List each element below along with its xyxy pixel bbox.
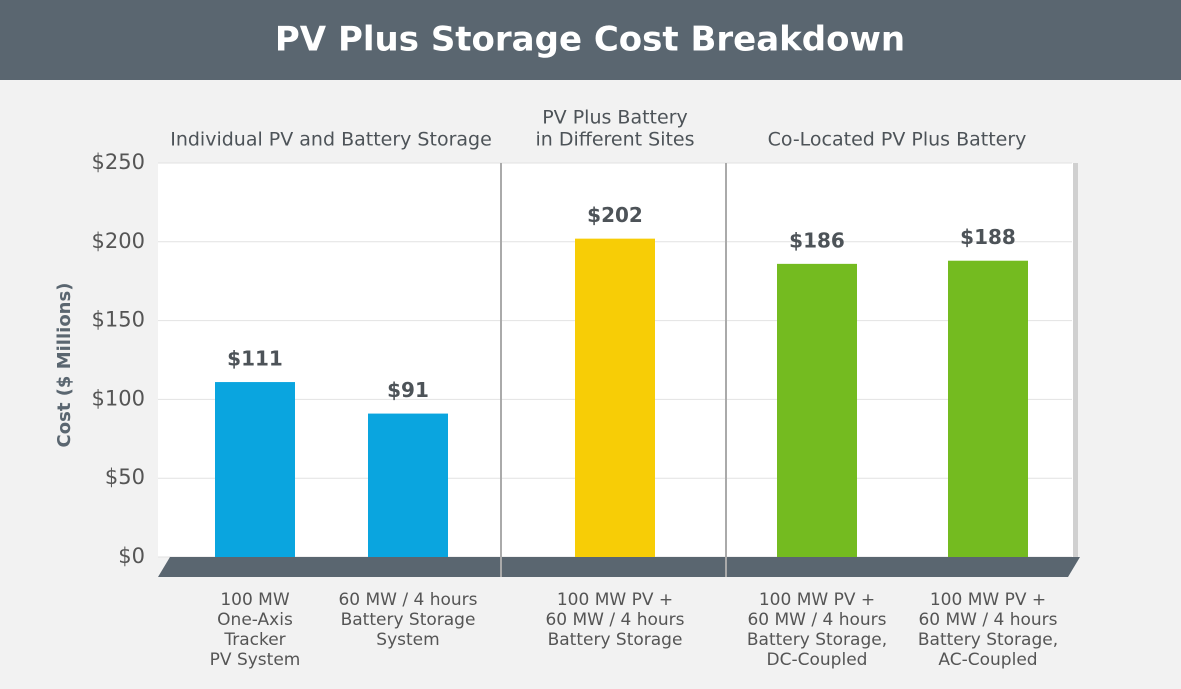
chart-title: PV Plus Storage Cost Breakdown <box>275 20 905 60</box>
value-label: $188 <box>960 225 1016 249</box>
x-tick-label: Battery Storage <box>341 610 476 630</box>
bar <box>948 260 1028 557</box>
y-tick-label: $50 <box>105 465 145 489</box>
bar <box>215 382 295 557</box>
x-tick-label: Battery Storage <box>548 630 683 650</box>
group-label: in Different Sites <box>535 129 694 151</box>
x-tick-label: 60 MW / 4 hours <box>747 610 886 630</box>
x-tick-label: Tracker <box>223 630 285 650</box>
x-tick-label: AC-Coupled <box>938 650 1037 670</box>
x-tick-label: Battery Storage, <box>918 630 1058 650</box>
group-label: Individual PV and Battery Storage <box>170 129 492 151</box>
y-axis-title: Cost ($ Millions) <box>54 283 75 448</box>
y-tick-label: $100 <box>92 386 145 410</box>
value-label: $111 <box>227 347 283 371</box>
y-tick-label: $250 <box>92 150 145 174</box>
group-label: PV Plus Battery <box>542 107 688 129</box>
value-label: $186 <box>789 228 845 252</box>
header-bar <box>0 0 1181 80</box>
x-tick-label: PV System <box>210 650 301 670</box>
x-tick-label: 60 MW / 4 hours <box>338 590 477 610</box>
x-tick-label: 60 MW / 4 hours <box>918 610 1057 630</box>
x-tick-label: 100 MW <box>220 590 290 610</box>
floor <box>158 557 1080 577</box>
bar <box>777 263 857 557</box>
bar <box>575 238 655 557</box>
value-label: $91 <box>387 378 429 402</box>
x-tick-label: Battery Storage, <box>747 630 887 650</box>
value-label: $202 <box>587 203 643 227</box>
x-tick-label: One-Axis <box>217 610 293 630</box>
x-tick-label: 60 MW / 4 hours <box>545 610 684 630</box>
panel-shadow <box>1071 163 1078 557</box>
group-label: Co-Located PV Plus Battery <box>768 129 1027 151</box>
x-tick-label: 100 MW PV + <box>557 590 673 610</box>
x-tick-label: 100 MW PV + <box>759 590 875 610</box>
x-tick-label: 100 MW PV + <box>930 590 1046 610</box>
y-tick-label: $0 <box>118 544 145 568</box>
x-tick-label: DC-Coupled <box>767 650 868 670</box>
y-tick-label: $200 <box>92 229 145 253</box>
y-tick-label: $150 <box>92 308 145 332</box>
bar <box>368 413 448 557</box>
x-tick-label: System <box>376 630 439 650</box>
